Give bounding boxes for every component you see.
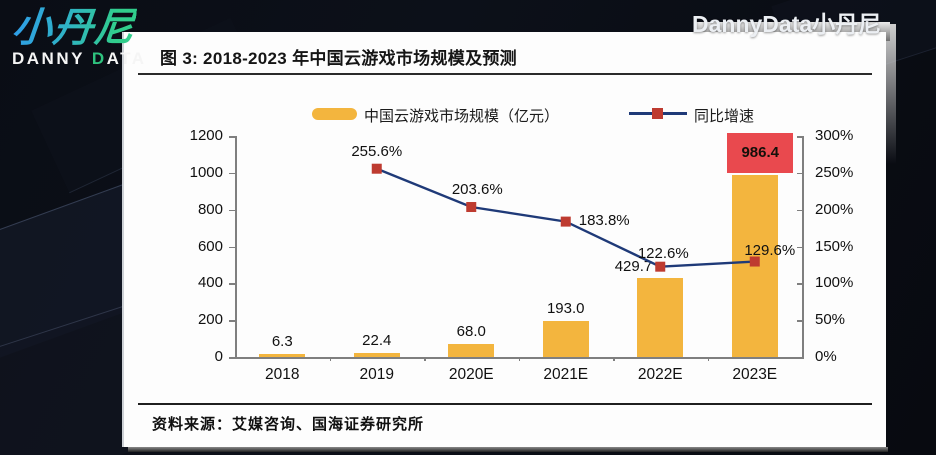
y-axis-left-tick — [229, 209, 235, 212]
watermark-container: DannyData小丹尼 — [692, 9, 936, 41]
y-axis-right-tick — [797, 283, 802, 285]
growth-rate-label: 122.6% — [637, 244, 689, 262]
panel-bottom-bevel — [128, 447, 888, 452]
bar-2023E — [731, 175, 778, 357]
y-axis-right-tick — [797, 136, 802, 138]
chart-panel: 图 3: 2018-2023 年中国云游戏市场规模及预测 中国云游戏市场规模（亿… — [122, 32, 886, 447]
growth-rate-label: 129.6% — [744, 241, 796, 259]
y-axis-right-label: 150% — [815, 237, 854, 255]
bar-value-label: 22.4 — [362, 331, 392, 349]
legend-line-marker — [652, 108, 663, 119]
plot-area: 0 200 400 600 800 1000 1200 0% 50% 100% 150% 200% 25… — [124, 32, 886, 447]
y-axis-right-label: 300% — [815, 127, 854, 144]
logo-english-text: DANNY DATA — [12, 49, 147, 68]
legend-bar-label: 中国云游戏市场规模（亿元） — [364, 108, 560, 125]
x-axis-tick — [613, 357, 615, 361]
source-note: 资料来源：艾媒咨询、国海证券研究所 — [152, 415, 425, 433]
bar-value-label: 68.0 — [456, 323, 486, 341]
y-axis-left-label: 1200 — [189, 127, 223, 144]
bar-2021E — [542, 321, 589, 357]
x-axis-tick — [707, 357, 709, 361]
legend-line-label: 同比增速 — [694, 108, 755, 125]
growth-rate-label: 183.8% — [578, 211, 630, 229]
y-axis-right-tick — [797, 320, 802, 322]
y-axis-left-tick — [229, 172, 235, 175]
title-divider — [138, 73, 872, 75]
x-axis-category-label: 2019 — [359, 366, 394, 383]
bar-2022E — [637, 277, 684, 357]
y-axis-left-tick — [229, 136, 235, 138]
bar-2020E — [448, 344, 495, 357]
danny-data-logo: 小丹尼 DANNY DATA — [9, 6, 147, 68]
bar-2018 — [259, 353, 306, 357]
panel-right-bevel — [884, 24, 896, 164]
growth-line-marker — [371, 163, 382, 174]
y-axis-right-label: 50% — [815, 311, 846, 329]
y-axis-right — [802, 136, 804, 357]
growth-rate-label: 255.6% — [351, 142, 403, 160]
x-axis-tick — [424, 357, 426, 361]
y-axis-left-label: 200 — [197, 311, 223, 329]
y-axis-left-label: 600 — [197, 237, 223, 255]
legend-bar-swatch — [312, 108, 357, 120]
y-axis-left-tick — [229, 246, 235, 248]
y-axis-left-label: 1000 — [189, 163, 223, 181]
growth-line-marker — [655, 261, 666, 272]
growth-line-marker — [466, 202, 477, 213]
x-axis-category-label: 2021E — [543, 366, 589, 383]
x-axis-category-label: 2022E — [637, 366, 683, 383]
source-divider — [138, 403, 872, 405]
channel-watermark: DannyData小丹尼 — [692, 11, 882, 37]
y-axis-left-tick — [229, 357, 235, 359]
y-axis-right-label: 0% — [815, 348, 837, 365]
y-axis-right-tick — [797, 209, 802, 212]
bar-value-label: 193.0 — [546, 300, 585, 318]
y-axis-right-tick — [797, 357, 802, 359]
logo-chinese-text: 小丹尼 — [9, 6, 138, 50]
y-axis-left-label: 0 — [214, 348, 223, 365]
x-axis-tick — [329, 357, 331, 361]
growth-line-marker — [560, 216, 571, 227]
y-axis-left-tick — [229, 320, 235, 322]
growth-rate-label: 203.6% — [451, 181, 503, 198]
y-axis-right-label: 200% — [815, 200, 854, 218]
bar-value-label: 6.3 — [271, 332, 293, 350]
x-axis-category-label: 2018 — [265, 366, 300, 383]
y-axis-left-label: 800 — [197, 200, 223, 218]
chart-title: 图 3: 2018-2023 年中国云游戏市场规模及预测 — [160, 49, 517, 68]
y-axis-right-tick — [797, 246, 802, 248]
y-axis-right-tick — [797, 172, 802, 175]
bar-value-highlight: 986.4 — [727, 132, 794, 173]
x-axis-category-label: 2020E — [448, 366, 494, 383]
y-axis-right-label: 100% — [815, 274, 854, 292]
y-axis-left-label: 400 — [197, 274, 223, 292]
x-axis-tick — [518, 357, 520, 361]
bar-2019 — [353, 352, 400, 357]
y-axis-left — [235, 136, 237, 357]
x-axis-category-label: 2023E — [732, 366, 778, 383]
y-axis-left-tick — [229, 283, 235, 285]
y-axis-right-label: 250% — [815, 163, 854, 181]
